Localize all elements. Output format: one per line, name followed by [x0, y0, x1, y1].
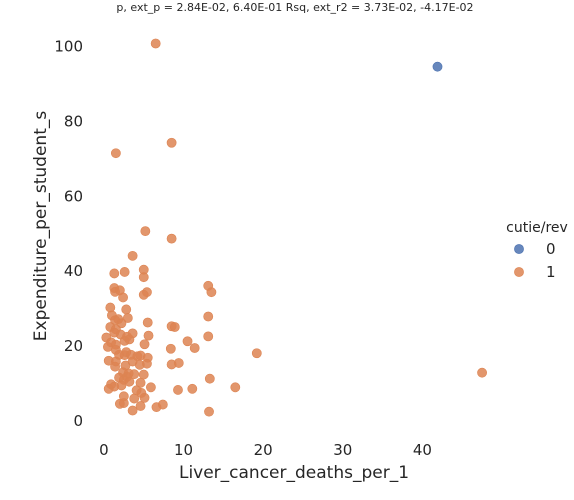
- y-axis-ticks: 0 20 40 60 80 100: [54, 37, 83, 430]
- data-point-series-1: [157, 399, 168, 410]
- data-point-series-1: [477, 367, 487, 378]
- y-tick-label: 60: [64, 187, 83, 205]
- y-tick-label: 100: [54, 37, 83, 55]
- data-point-series-1: [124, 334, 135, 345]
- data-point-series-1: [135, 377, 146, 388]
- data-point-series-1: [105, 302, 116, 313]
- data-point-series-1: [166, 137, 177, 148]
- data-point-series-1: [206, 287, 217, 298]
- x-tick-label: 30: [333, 441, 352, 459]
- data-point-series-1: [138, 289, 149, 300]
- data-point-series-1: [203, 311, 214, 322]
- y-tick-label: 0: [73, 412, 83, 430]
- data-point-series-1: [118, 398, 129, 408]
- data-point-series-1: [116, 380, 127, 391]
- data-point-series-1: [150, 38, 161, 49]
- y-tick-label: 20: [64, 337, 83, 355]
- x-tick-label: 0: [99, 441, 109, 459]
- data-point-series-1: [138, 369, 149, 380]
- y-tick-label: 40: [64, 262, 83, 280]
- data-point-series-1: [251, 348, 262, 359]
- data-point-series-1: [119, 267, 130, 277]
- legend: cutie/rev 0 1: [506, 220, 568, 281]
- legend-label-1: 1: [546, 263, 556, 281]
- data-point-series-1: [204, 373, 215, 384]
- data-point-series-1: [138, 272, 149, 283]
- chart-title: p, ext_p = 2.84E-02, 6.40E-01 Rsq, ext_r…: [116, 1, 473, 14]
- data-point-series-1: [189, 343, 200, 353]
- data-point-series-1: [122, 313, 133, 323]
- data-point-series-1: [127, 250, 138, 261]
- data-point-series-1: [118, 292, 128, 303]
- data-point-series-1: [204, 406, 214, 417]
- data-point-series-1: [230, 382, 241, 393]
- data-point-series-0: [432, 61, 443, 72]
- y-axis-label: Expenditure_per_student_s: [31, 111, 51, 342]
- legend-title: cutie/rev: [506, 220, 568, 236]
- data-point-series-1: [143, 330, 154, 341]
- x-axis-label: Liver_cancer_deaths_per_1: [179, 463, 409, 483]
- data-point-series-1: [165, 343, 176, 354]
- data-point-series-1: [109, 268, 120, 279]
- y-tick-label: 80: [64, 112, 83, 130]
- data-point-series-1: [169, 322, 180, 332]
- data-point-series-1: [166, 233, 177, 244]
- data-point-series-1: [129, 393, 140, 404]
- data-point-series-1: [142, 317, 153, 328]
- data-point-series-1: [173, 385, 183, 395]
- legend-label-0: 0: [546, 240, 556, 258]
- legend-marker-1: [514, 267, 524, 277]
- data-point-series-1: [139, 392, 150, 403]
- data-point-series-1: [187, 383, 198, 394]
- data-point-series-1: [134, 359, 145, 370]
- data-point-series-1: [166, 359, 177, 370]
- data-point-series-1: [127, 405, 138, 416]
- x-tick-label: 40: [413, 441, 432, 459]
- x-tick-label: 10: [174, 441, 193, 459]
- data-point-series-1: [121, 304, 132, 315]
- data-points: [101, 38, 487, 417]
- data-point-series-1: [182, 336, 193, 347]
- x-axis-ticks: 0 10 20 30 40: [99, 441, 432, 459]
- data-point-series-1: [146, 382, 156, 393]
- data-point-series-1: [203, 331, 214, 342]
- data-point-series-1: [110, 148, 121, 159]
- legend-marker-0: [514, 244, 524, 254]
- data-point-series-1: [139, 339, 150, 350]
- data-point-series-1: [110, 361, 120, 372]
- x-tick-label: 20: [254, 441, 273, 459]
- data-point-series-1: [135, 401, 146, 411]
- data-point-series-1: [140, 226, 151, 237]
- data-point-series-1: [124, 376, 135, 387]
- data-point-series-1: [116, 318, 127, 329]
- data-point-series-1: [103, 383, 114, 394]
